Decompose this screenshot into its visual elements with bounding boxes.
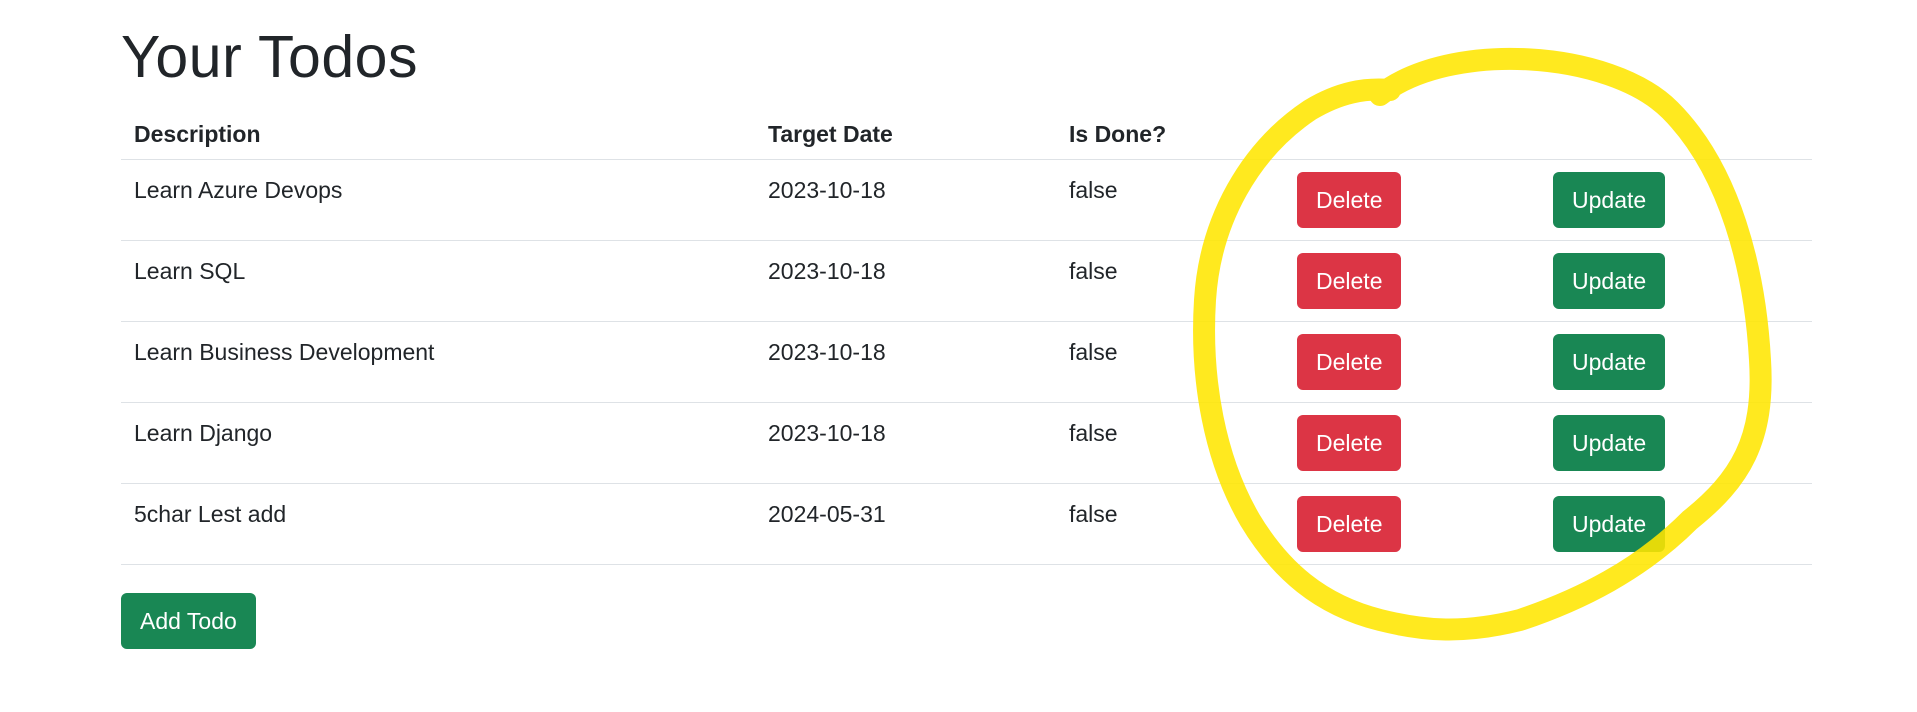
cell-description: Learn SQL	[121, 240, 755, 322]
header-delete	[1284, 109, 1540, 160]
cell-description: Learn Django	[121, 402, 755, 484]
cell-update: Update	[1540, 483, 1812, 565]
table-row: 5char Lest add 2024-05-31 false Delete U…	[121, 483, 1812, 565]
cell-delete: Delete	[1284, 159, 1540, 241]
cell-is-done: false	[1056, 402, 1284, 484]
cell-is-done: false	[1056, 321, 1284, 403]
header-description: Description	[121, 109, 755, 160]
cell-delete: Delete	[1284, 402, 1540, 484]
update-button[interactable]: Update	[1553, 172, 1666, 228]
table-header-row: Description Target Date Is Done?	[121, 109, 1812, 160]
cell-delete: Delete	[1284, 321, 1540, 403]
cell-target-date: 2023-10-18	[755, 240, 1056, 322]
delete-button[interactable]: Delete	[1297, 253, 1402, 309]
table-row: Learn Django 2023-10-18 false Delete Upd…	[121, 402, 1812, 484]
delete-button[interactable]: Delete	[1297, 172, 1402, 228]
header-target-date: Target Date	[755, 109, 1056, 160]
header-update	[1540, 109, 1812, 160]
delete-button[interactable]: Delete	[1297, 334, 1402, 390]
cell-description: Learn Azure Devops	[121, 159, 755, 241]
cell-is-done: false	[1056, 240, 1284, 322]
todos-table: Description Target Date Is Done? Learn A…	[121, 109, 1812, 565]
cell-is-done: false	[1056, 483, 1284, 565]
cell-target-date: 2024-05-31	[755, 483, 1056, 565]
table-row: Learn Azure Devops 2023-10-18 false Dele…	[121, 159, 1812, 241]
cell-target-date: 2023-10-18	[755, 159, 1056, 241]
update-button[interactable]: Update	[1553, 253, 1666, 309]
cell-target-date: 2023-10-18	[755, 402, 1056, 484]
table-row: Learn Business Development 2023-10-18 fa…	[121, 321, 1812, 403]
update-button[interactable]: Update	[1553, 334, 1666, 390]
update-button[interactable]: Update	[1553, 496, 1666, 552]
cell-description: Learn Business Development	[121, 321, 755, 403]
cell-update: Update	[1540, 159, 1812, 241]
cell-delete: Delete	[1284, 240, 1540, 322]
add-todo-button[interactable]: Add Todo	[121, 593, 256, 649]
cell-delete: Delete	[1284, 483, 1540, 565]
cell-target-date: 2023-10-18	[755, 321, 1056, 403]
delete-button[interactable]: Delete	[1297, 496, 1402, 552]
cell-update: Update	[1540, 240, 1812, 322]
cell-update: Update	[1540, 402, 1812, 484]
header-is-done: Is Done?	[1056, 109, 1284, 160]
cell-update: Update	[1540, 321, 1812, 403]
page-title: Your Todos	[121, 24, 418, 90]
delete-button[interactable]: Delete	[1297, 415, 1402, 471]
table-row: Learn SQL 2023-10-18 false Delete Update	[121, 240, 1812, 322]
cell-is-done: false	[1056, 159, 1284, 241]
cell-description: 5char Lest add	[121, 483, 755, 565]
update-button[interactable]: Update	[1553, 415, 1666, 471]
